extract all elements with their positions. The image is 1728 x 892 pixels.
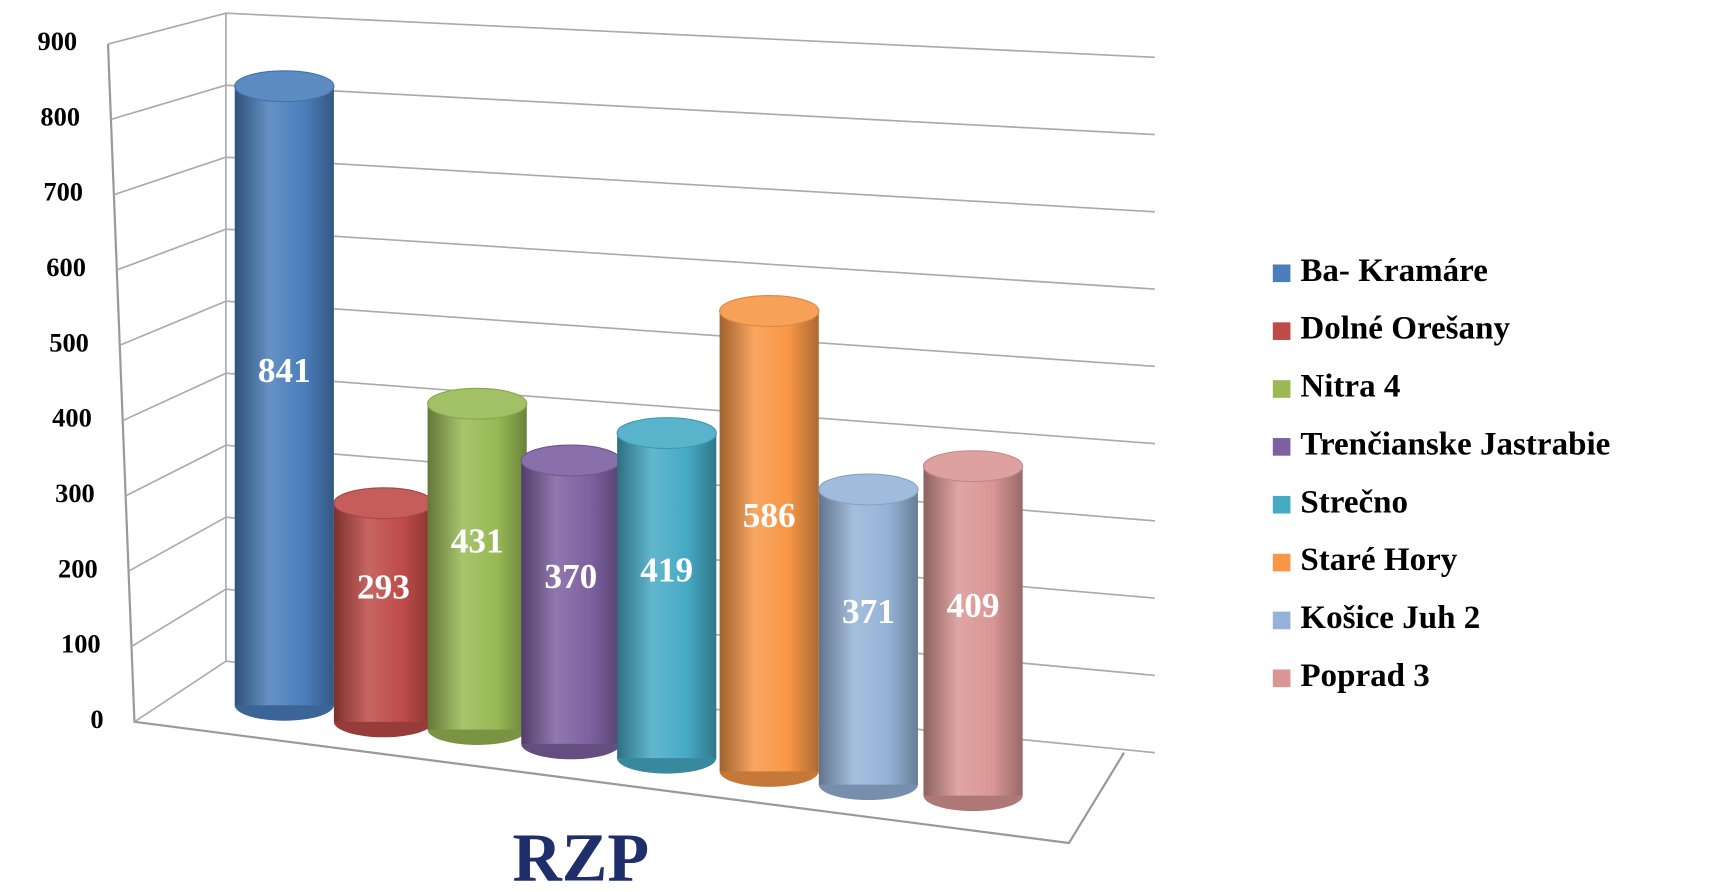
cylinder-top <box>616 417 717 450</box>
value-label: 431 <box>451 522 504 561</box>
legend-label: Nitra 4 <box>1300 369 1400 405</box>
cylinder <box>427 387 528 745</box>
legend-swatch <box>1272 438 1291 456</box>
cylinder-body <box>427 403 527 730</box>
y-tick-label: 100 <box>61 629 101 659</box>
value-label: 409 <box>947 586 1000 625</box>
cylinder-body <box>923 466 1023 796</box>
cylinder <box>922 450 1024 812</box>
grid-line <box>116 228 1155 290</box>
grid-line <box>107 12 1155 59</box>
cylinder-body <box>818 489 918 785</box>
grid-line <box>110 84 1155 136</box>
value-label: 370 <box>544 557 597 596</box>
cylinder-body <box>521 460 621 744</box>
legend-label: Strečno <box>1300 484 1408 520</box>
cylinder-body <box>719 310 819 772</box>
cylinder-top <box>922 450 1024 483</box>
value-label: 371 <box>842 592 895 631</box>
legend-swatch <box>1272 669 1291 688</box>
legend-swatch <box>1272 611 1291 630</box>
grid-line <box>119 300 1155 368</box>
cylinder <box>616 417 717 774</box>
cylinder-top <box>234 70 335 103</box>
cylinder-top <box>427 387 528 420</box>
legend-swatch <box>1272 380 1291 398</box>
cylinder <box>818 473 919 801</box>
y-tick-label: 0 <box>90 704 103 734</box>
value-label: 586 <box>743 496 796 535</box>
axis-frame <box>106 44 1125 845</box>
y-tick-label: 800 <box>40 101 80 131</box>
y-tick-label: 600 <box>46 252 86 282</box>
cylinder-body <box>234 86 334 706</box>
legend-swatch <box>1272 495 1291 514</box>
legend-label: Poprad 3 <box>1300 658 1429 694</box>
legend-swatch <box>1272 264 1291 283</box>
cylinder-top <box>818 473 919 506</box>
cylinder-body <box>333 503 434 722</box>
legend-swatch <box>1272 553 1291 572</box>
cylinder-top <box>333 487 434 520</box>
x-axis-label: RZP <box>512 820 649 892</box>
cylinder-body <box>617 433 717 759</box>
legend-label: Ba- Kramáre <box>1300 253 1488 289</box>
value-label: 293 <box>357 568 410 607</box>
legend-label: Dolné Orešany <box>1300 311 1510 347</box>
grid-line <box>113 156 1155 213</box>
plot-area: RZP 0 100 200 300 400 500 600 700 800 900 841 Ba- K… <box>37 12 1610 892</box>
y-tick-label: 900 <box>37 26 77 56</box>
cylinder <box>333 487 434 738</box>
cylinder-top <box>520 444 621 477</box>
value-label: 841 <box>258 351 311 390</box>
legend-swatch <box>1272 322 1291 340</box>
legend-label: Trenčianske Jastrabie <box>1300 426 1610 462</box>
grid-line <box>122 372 1155 445</box>
cylinder <box>719 294 820 787</box>
value-label: 419 <box>640 551 693 590</box>
y-tick-label: 300 <box>55 478 95 508</box>
legend-label: Košice Juh 2 <box>1300 600 1480 636</box>
cylinder <box>234 70 335 721</box>
cylinder-top <box>719 294 820 327</box>
cylinder <box>520 444 621 760</box>
y-tick-label: 400 <box>52 403 92 433</box>
y-tick-label: 500 <box>49 327 89 357</box>
y-tick-label: 700 <box>43 177 83 207</box>
legend-label: Staré Hory <box>1300 542 1457 578</box>
y-tick-label: 200 <box>58 553 98 583</box>
